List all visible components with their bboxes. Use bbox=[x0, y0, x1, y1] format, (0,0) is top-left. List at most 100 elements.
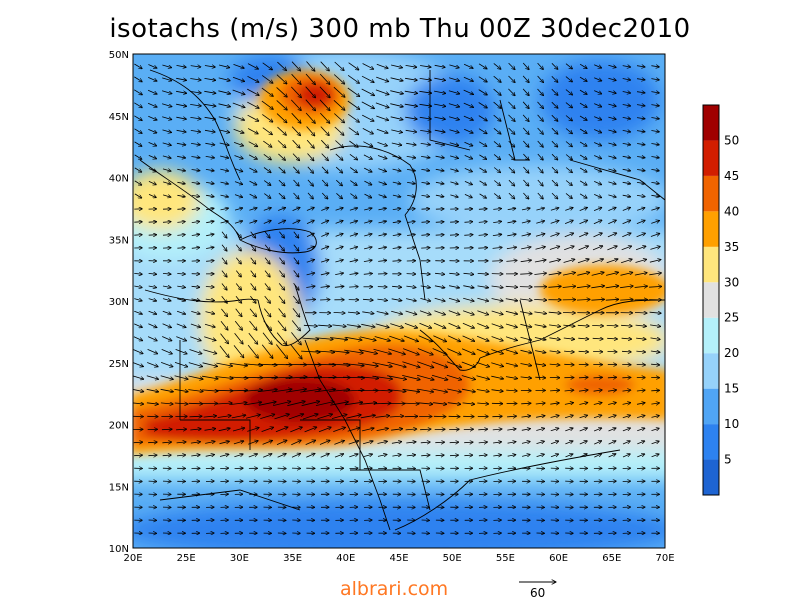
wind-vector bbox=[622, 79, 631, 81]
wind-vector bbox=[551, 76, 558, 82]
wind-vector bbox=[565, 89, 573, 95]
wind-vector bbox=[372, 390, 392, 391]
wind-vector bbox=[290, 427, 302, 433]
wind-vector bbox=[364, 247, 372, 249]
wind-vector bbox=[579, 141, 587, 146]
wind-vector bbox=[493, 63, 501, 69]
wind-vector bbox=[319, 73, 330, 84]
lon-tick-label: 25E bbox=[177, 553, 196, 564]
wind-vector bbox=[374, 336, 391, 341]
wind-vector bbox=[234, 181, 243, 185]
wind-vector bbox=[391, 64, 403, 68]
wind-vector bbox=[577, 325, 590, 326]
wind-vector bbox=[478, 141, 487, 147]
lat-tick-label: 20N bbox=[109, 421, 129, 432]
wind-vector bbox=[160, 375, 174, 380]
wind-vector bbox=[206, 247, 214, 248]
wind-vector bbox=[651, 208, 659, 211]
wind-vector bbox=[235, 283, 241, 291]
wind-vector bbox=[288, 414, 304, 420]
wind-vector bbox=[478, 89, 488, 95]
wind-vector bbox=[505, 286, 518, 287]
wind-vector bbox=[300, 389, 321, 393]
wind-vector bbox=[593, 351, 603, 352]
wind-vector bbox=[134, 76, 142, 82]
lat-tick-label: 45N bbox=[109, 112, 129, 123]
wind-vector bbox=[276, 113, 287, 123]
wind-vector bbox=[607, 377, 617, 378]
watermark: albrari.com bbox=[340, 578, 449, 600]
wind-vector bbox=[176, 323, 186, 328]
colorbar-swatch bbox=[703, 246, 719, 283]
wind-vector bbox=[435, 169, 444, 171]
wind-vector bbox=[417, 361, 434, 368]
wind-vector bbox=[248, 154, 257, 159]
colorbar-label: 5 bbox=[724, 453, 732, 467]
wind-vector bbox=[378, 221, 387, 223]
wind-vector bbox=[177, 195, 185, 197]
wind-vector bbox=[562, 273, 576, 276]
wind-vector bbox=[349, 167, 357, 173]
wind-vector bbox=[292, 220, 300, 224]
wind-vector bbox=[347, 87, 360, 97]
wind-vector bbox=[291, 332, 301, 345]
wind-vector bbox=[279, 231, 284, 238]
wind-vector bbox=[250, 257, 256, 264]
wind-vector bbox=[361, 88, 375, 96]
wind-vector bbox=[608, 78, 616, 80]
wind-vector bbox=[377, 155, 387, 159]
wind-vector bbox=[219, 143, 230, 145]
wind-vector bbox=[593, 403, 602, 405]
wind-vector bbox=[148, 235, 157, 236]
wind-vector bbox=[134, 286, 142, 288]
wind-vector bbox=[550, 221, 559, 224]
wind-vector bbox=[565, 180, 572, 186]
wind-vector bbox=[305, 86, 316, 98]
wind-vector bbox=[419, 322, 432, 328]
wind-vector bbox=[579, 390, 588, 391]
wind-vector bbox=[376, 76, 389, 82]
wind-vector bbox=[620, 259, 632, 264]
wind-vector bbox=[301, 351, 320, 352]
wind-vector bbox=[476, 390, 490, 392]
wind-vector bbox=[621, 325, 632, 326]
colorbar-swatch bbox=[703, 317, 719, 354]
wind-vector bbox=[307, 153, 314, 161]
wind-vector bbox=[506, 247, 517, 249]
wind-vector bbox=[562, 312, 576, 313]
lon-tick-label: 65E bbox=[602, 553, 621, 564]
wind-vector bbox=[535, 234, 545, 237]
wind-vector bbox=[407, 221, 415, 222]
wind-vector bbox=[277, 468, 287, 469]
wind-vector bbox=[321, 192, 328, 199]
wind-vector bbox=[249, 193, 257, 198]
wind-vector bbox=[188, 403, 203, 404]
wind-vector bbox=[191, 286, 200, 287]
wind-vector bbox=[261, 75, 273, 83]
wind-vector bbox=[247, 344, 258, 358]
wind-vector bbox=[191, 299, 201, 301]
wind-vector bbox=[551, 192, 558, 199]
wind-vector bbox=[403, 403, 420, 404]
wind-vector bbox=[134, 180, 142, 185]
wind-vector bbox=[621, 338, 632, 339]
wind-vector bbox=[606, 325, 618, 326]
wind-vector bbox=[220, 156, 229, 158]
wind-vector bbox=[177, 248, 185, 249]
wind-vector bbox=[257, 377, 278, 378]
wind-vector bbox=[364, 193, 372, 198]
wind-vector bbox=[364, 180, 372, 185]
wind-vector bbox=[378, 234, 387, 236]
wind-vector bbox=[264, 295, 271, 303]
wind-vector bbox=[206, 182, 214, 183]
wind-vector bbox=[234, 155, 244, 159]
wind-vector bbox=[608, 143, 616, 145]
wind-vector bbox=[651, 157, 659, 158]
wind-vector bbox=[319, 86, 330, 98]
wind-vector bbox=[235, 244, 241, 251]
colorbar-swatch bbox=[703, 424, 719, 460]
wind-vector bbox=[478, 76, 488, 82]
wind-vector bbox=[551, 63, 558, 69]
wind-vector bbox=[520, 364, 532, 366]
wind-vector bbox=[535, 377, 546, 378]
